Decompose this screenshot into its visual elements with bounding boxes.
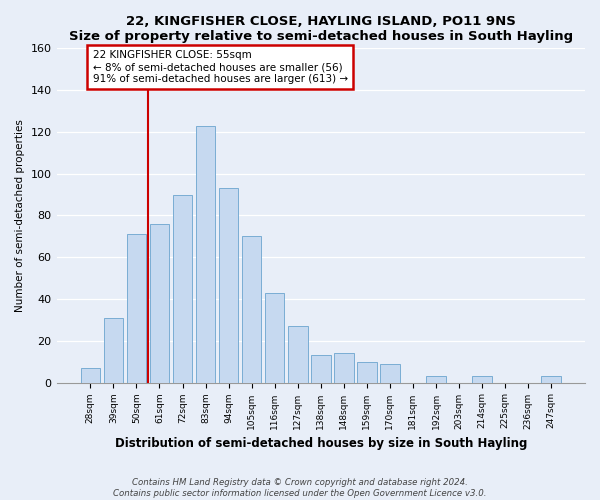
Bar [80, 368, 100, 382]
Bar [219, 188, 238, 382]
Bar [149, 224, 169, 382]
Bar [196, 126, 215, 382]
Bar [265, 292, 284, 382]
Bar [357, 362, 377, 382]
Bar [472, 376, 492, 382]
Bar [242, 236, 262, 382]
Title: 22, KINGFISHER CLOSE, HAYLING ISLAND, PO11 9NS
Size of property relative to semi: 22, KINGFISHER CLOSE, HAYLING ISLAND, PO… [69, 15, 573, 43]
X-axis label: Distribution of semi-detached houses by size in South Hayling: Distribution of semi-detached houses by … [115, 437, 527, 450]
Bar [426, 376, 446, 382]
Text: 22 KINGFISHER CLOSE: 55sqm
← 8% of semi-detached houses are smaller (56)
91% of : 22 KINGFISHER CLOSE: 55sqm ← 8% of semi-… [92, 50, 348, 84]
Bar [173, 194, 193, 382]
Bar [104, 318, 123, 382]
Bar [127, 234, 146, 382]
Text: Contains HM Land Registry data © Crown copyright and database right 2024.
Contai: Contains HM Land Registry data © Crown c… [113, 478, 487, 498]
Bar [334, 354, 353, 382]
Bar [288, 326, 308, 382]
Bar [541, 376, 561, 382]
Bar [311, 356, 331, 382]
Bar [380, 364, 400, 382]
Y-axis label: Number of semi-detached properties: Number of semi-detached properties [15, 119, 25, 312]
